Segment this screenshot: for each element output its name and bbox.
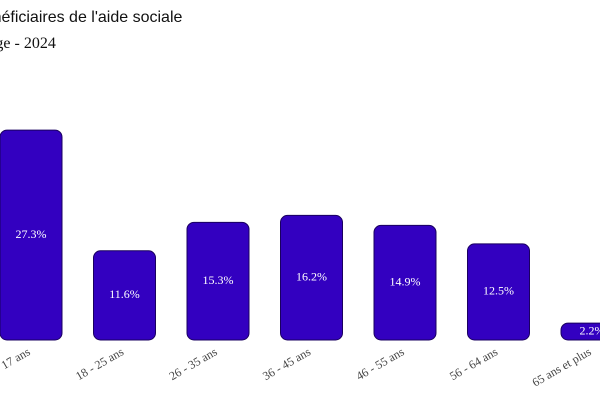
value-label: 14.9%: [390, 274, 421, 288]
x-tick-label: 0 - 17 ans: [0, 344, 33, 380]
value-label: 12.5%: [483, 284, 514, 298]
bar: [93, 250, 156, 341]
value-label: 11.6%: [109, 287, 140, 301]
x-tick-label: 18 - 25 ans: [73, 344, 126, 383]
x-tick-label: 26 - 35 ans: [167, 344, 220, 383]
x-tick-label: 36 - 45 ans: [260, 344, 313, 383]
chart-subtitle: Par âge - 2024: [0, 35, 56, 52]
bar: [186, 221, 250, 341]
bar: [467, 243, 530, 341]
x-tick-label: 46 - 55 ans: [354, 344, 407, 383]
x-tick-label: 65 ans et plus: [530, 344, 594, 389]
chart-title: Bénéficiaires de l'aide sociale: [0, 9, 183, 26]
value-label: 27.3%: [16, 227, 47, 241]
bar: [0, 129, 63, 341]
value-label: 15.3%: [203, 273, 234, 287]
bar: [280, 214, 343, 341]
value-label: 2.2%: [580, 323, 600, 337]
x-tick-label: 56 - 64 ans: [447, 344, 500, 383]
bar: [560, 322, 600, 341]
value-label: 16.2%: [296, 269, 327, 283]
bar: [373, 224, 437, 341]
